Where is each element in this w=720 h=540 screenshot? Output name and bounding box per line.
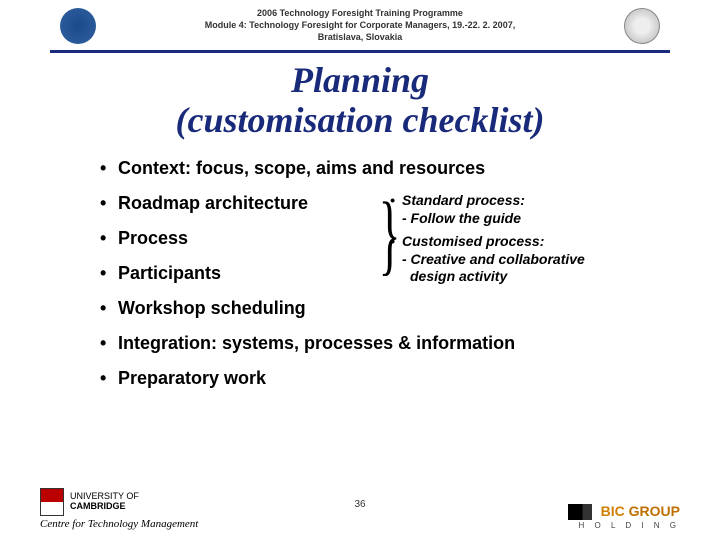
cambridge-shield-icon bbox=[40, 488, 64, 516]
slide-header: 2006 Technology Foresight Training Progr… bbox=[0, 0, 720, 48]
footer-left: UNIVERSITY OF CAMBRIDGE Centre for Techn… bbox=[40, 488, 198, 530]
bullet-workshop: Workshop scheduling bbox=[100, 298, 640, 319]
header-line-1: 2006 Technology Foresight Training Progr… bbox=[96, 8, 624, 20]
slide-footer: UNIVERSITY OF CAMBRIDGE Centre for Techn… bbox=[0, 488, 720, 530]
side-note: Standard process: - Follow the guide Cus… bbox=[390, 192, 650, 292]
side-note-customised: Customised process: - Creative and colla… bbox=[390, 233, 650, 286]
cambridge-text: UNIVERSITY OF CAMBRIDGE bbox=[70, 492, 139, 512]
bullet-prep: Preparatory work bbox=[100, 368, 640, 389]
unido-logo bbox=[60, 8, 96, 44]
holding-text: H O L D I N G bbox=[568, 521, 680, 530]
bullet-context: Context: focus, scope, aims and resource… bbox=[100, 158, 640, 179]
slide-title: Planning (customisation checklist) bbox=[0, 61, 720, 140]
footer-right: BIC GROUP H O L D I N G bbox=[568, 503, 680, 530]
bic-mark-icon bbox=[568, 504, 592, 520]
bic-group-logo: BIC GROUP bbox=[568, 503, 680, 521]
header-line-2: Module 4: Technology Foresight for Corpo… bbox=[96, 20, 624, 32]
bullet-integration: Integration: systems, processes & inform… bbox=[100, 333, 640, 354]
globe-logo bbox=[624, 8, 660, 44]
header-line-3: Bratislava, Slovakia bbox=[96, 32, 624, 44]
header-text: 2006 Technology Foresight Training Progr… bbox=[96, 8, 624, 43]
title-line-1: Planning bbox=[0, 61, 720, 101]
content-area: Context: focus, scope, aims and resource… bbox=[0, 140, 720, 389]
bic-text: BIC GROUP bbox=[601, 503, 680, 519]
header-rule bbox=[50, 50, 670, 53]
title-line-2: (customisation checklist) bbox=[0, 101, 720, 141]
cambridge-logo: UNIVERSITY OF CAMBRIDGE bbox=[40, 488, 139, 516]
side-note-standard: Standard process: - Follow the guide bbox=[390, 192, 650, 227]
ctm-label: Centre for Technology Management bbox=[40, 518, 198, 530]
